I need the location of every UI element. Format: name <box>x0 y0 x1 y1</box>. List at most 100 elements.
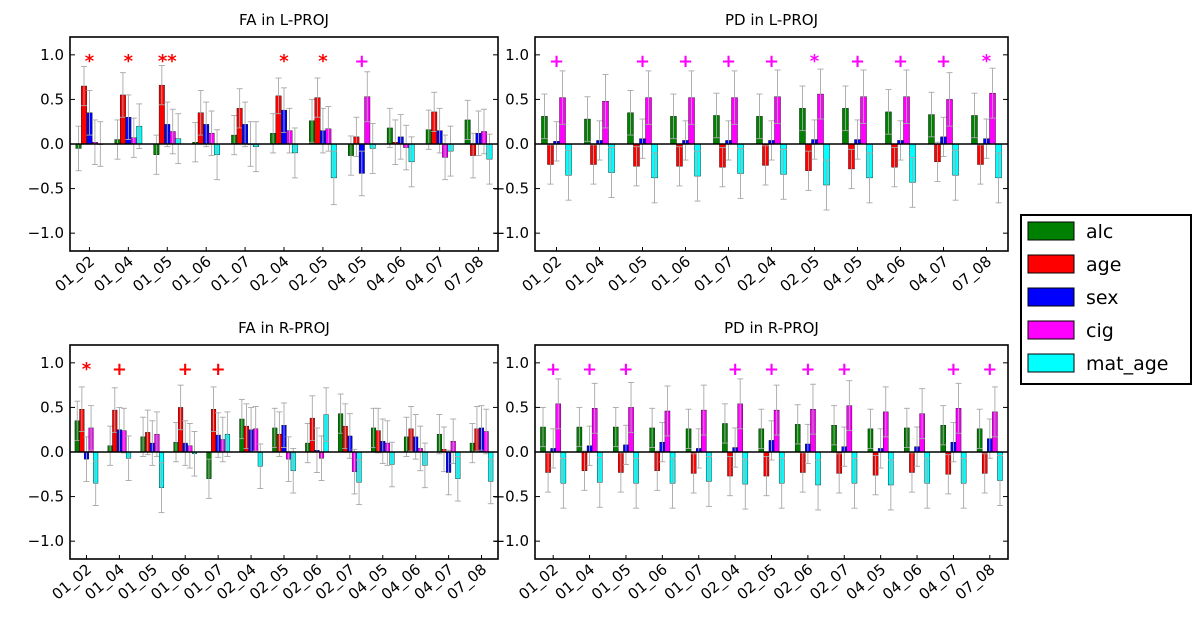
y-tick-label: 1.0 <box>505 46 529 64</box>
x-tick-label: 04_05 <box>843 560 890 604</box>
significance-marker: + <box>893 51 908 72</box>
y-tick-label: −1.0 <box>493 532 529 550</box>
significance-marker: * <box>279 51 289 72</box>
significance-marker: + <box>678 51 693 72</box>
significance-marker: * <box>318 51 328 72</box>
significance-marker: + <box>936 51 951 72</box>
x-tick-label: 02_05 <box>777 252 824 296</box>
x-tick-label: 02_07 <box>806 560 853 604</box>
significance-marker: + <box>728 359 743 380</box>
legend-label-cig: cig <box>1086 320 1114 342</box>
x-tick-label: 04_05 <box>324 252 371 296</box>
significance-marker: + <box>582 359 597 380</box>
chart-title: PD in L-PROJ <box>725 11 818 29</box>
chart-title: FA in R-PROJ <box>238 319 330 337</box>
x-tick-label: 04_07 <box>906 252 953 296</box>
significance-marker: + <box>354 51 369 72</box>
legend-swatch-alc <box>1027 221 1075 241</box>
significance-marker: * <box>82 359 92 380</box>
x-tick-label: 01_04 <box>90 252 137 296</box>
x-tick-label: 01_02 <box>51 252 98 296</box>
x-tick-label: 01_07 <box>691 252 738 296</box>
x-tick-label: 01_06 <box>648 252 695 296</box>
legend: alc age sex cig mat_age <box>1020 214 1192 385</box>
x-tick-label: 01_04 <box>562 252 609 296</box>
x-tick-label: 02_05 <box>734 560 781 604</box>
significance-marker: + <box>721 51 736 72</box>
x-tick-label: 01_02 <box>515 560 562 604</box>
significance-marker: * <box>982 51 992 72</box>
y-tick-label: 0.0 <box>40 135 64 153</box>
legend-label-mat-age: mat_age <box>1086 353 1169 375</box>
y-tick-label: −0.5 <box>28 488 64 506</box>
x-tick-label: 04_06 <box>863 252 910 296</box>
legend-swatch-age <box>1027 254 1075 274</box>
significance-marker: + <box>837 359 852 380</box>
y-tick-label: 0.0 <box>505 135 529 153</box>
x-tick-label: 04_06 <box>363 252 410 296</box>
x-tick-label: 01_06 <box>624 560 671 604</box>
y-tick-label: 0.5 <box>40 90 64 108</box>
significance-marker: * <box>124 51 134 72</box>
legend-label-age: age <box>1086 254 1121 276</box>
x-tick-label: 07_08 <box>952 560 999 604</box>
x-tick-label: 04_05 <box>820 252 867 296</box>
legend-entry-age: age <box>1027 254 1121 276</box>
legend-entry-cig: cig <box>1027 320 1114 342</box>
x-tick-label: 04_07 <box>915 560 962 604</box>
x-tick-label: 07_08 <box>441 252 488 296</box>
x-tick-label: 04_07 <box>402 252 449 296</box>
x-tick-label: 01_05 <box>129 252 176 296</box>
x-tick-label: 02_04 <box>734 252 781 296</box>
x-tick-label: 04_06 <box>879 560 926 604</box>
x-tick-label: 01_07 <box>207 252 254 296</box>
x-tick-label: 07_08 <box>949 252 996 296</box>
significance-marker: * <box>85 51 95 72</box>
y-tick-label: 0.5 <box>505 90 529 108</box>
significance-marker: + <box>211 359 226 380</box>
significance-marker: + <box>618 359 633 380</box>
y-tick-label: −0.5 <box>493 180 529 198</box>
significance-marker: + <box>178 359 193 380</box>
x-tick-label: 02_04 <box>697 560 744 604</box>
significance-marker: + <box>850 51 865 72</box>
chart-title: FA in L-PROJ <box>239 11 329 29</box>
y-tick-label: −1.0 <box>28 224 64 242</box>
legend-swatch-sex <box>1027 287 1075 307</box>
x-tick-label: 01_04 <box>552 560 599 604</box>
significance-marker: + <box>764 51 779 72</box>
legend-swatch-mat-age <box>1027 353 1075 373</box>
x-tick-label: 02_05 <box>285 252 332 296</box>
chart-panel-fa-r-proj: FA in R-PROJ−1.0−0.50.00.51.001_0201_040… <box>28 319 499 604</box>
y-tick-label: 0.5 <box>40 398 64 416</box>
legend-entry-alc: alc <box>1027 221 1113 243</box>
chart-panel-pd-l-proj: PD in L-PROJ−1.0−0.50.00.51.001_0201_040… <box>493 11 1009 296</box>
significance-marker: ** <box>158 51 177 72</box>
legend-label-alc: alc <box>1086 221 1113 243</box>
legend-entry-mat-age: mat_age <box>1027 353 1169 375</box>
y-tick-label: −1.0 <box>493 224 529 242</box>
x-tick-label: 01_06 <box>168 252 215 296</box>
significance-marker: + <box>635 51 650 72</box>
y-tick-label: 0.0 <box>40 443 64 461</box>
chart-panel-pd-r-proj: PD in R-PROJ−1.0−0.50.00.51.001_0201_040… <box>493 319 1009 604</box>
y-tick-label: 0.5 <box>505 398 529 416</box>
y-tick-label: 0.0 <box>505 443 529 461</box>
x-tick-label: 01_05 <box>605 252 652 296</box>
y-tick-label: −1.0 <box>28 532 64 550</box>
x-tick-label: 01_05 <box>588 560 635 604</box>
significance-marker: + <box>549 51 564 72</box>
legend-label-sex: sex <box>1086 287 1119 309</box>
x-tick-label: 01_02 <box>519 252 566 296</box>
chart-panel-fa-l-proj: FA in L-PROJ−1.0−0.50.00.51.001_0201_040… <box>28 11 499 296</box>
significance-marker: + <box>764 359 779 380</box>
significance-marker: + <box>112 359 127 380</box>
significance-marker: + <box>982 359 997 380</box>
y-tick-label: −0.5 <box>493 488 529 506</box>
y-tick-label: −0.5 <box>28 180 64 198</box>
x-tick-label: 02_04 <box>246 252 293 296</box>
y-tick-label: 1.0 <box>505 354 529 372</box>
y-tick-label: 1.0 <box>40 46 64 64</box>
legend-entry-sex: sex <box>1027 287 1119 309</box>
